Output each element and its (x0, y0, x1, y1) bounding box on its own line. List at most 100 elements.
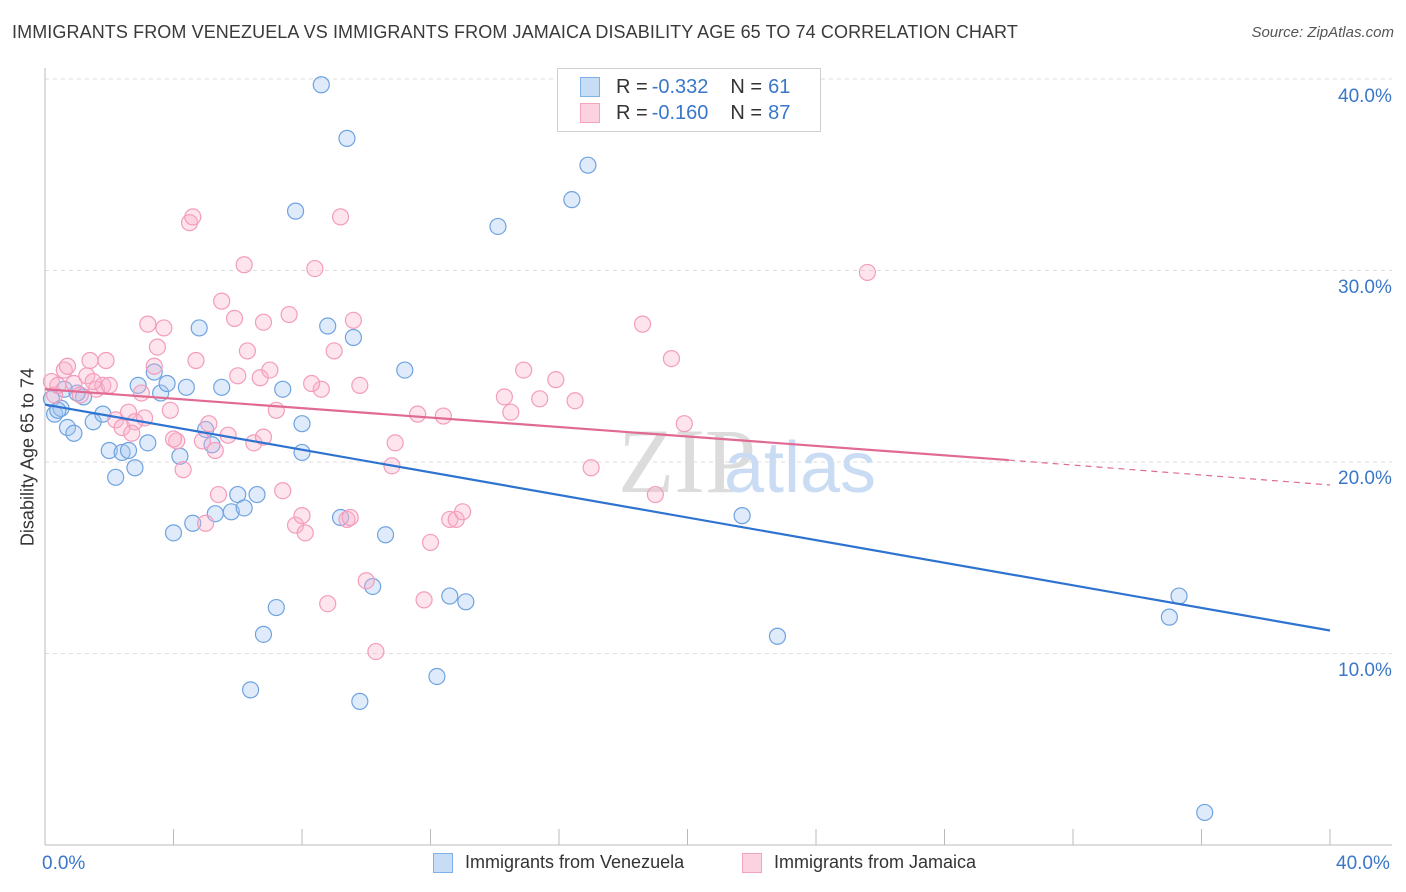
jamaica-point (229, 367, 247, 385)
legend-r-label: R = (616, 75, 648, 98)
venezuela-point (457, 593, 475, 611)
venezuela-point (242, 681, 260, 699)
jamaica-point (357, 572, 375, 590)
venezuela-point (331, 508, 350, 527)
jamaica-point (303, 374, 321, 393)
jamaica-point (495, 388, 513, 406)
series-legend-jamaica: Immigrants from Jamaica (742, 852, 976, 873)
venezuela-point (145, 363, 163, 381)
jamaica-point (409, 405, 427, 423)
stats-legend: R = -0.332 N = 61 R = -0.160 N = 87 (557, 68, 821, 132)
series-legend-venezuela: Immigrants from Venezuela (433, 852, 684, 873)
venezuela-point (113, 443, 131, 462)
jamaica-point (187, 351, 205, 370)
venezuela-point (768, 627, 787, 645)
jamaica-point (254, 428, 273, 446)
jamaica-point (254, 313, 273, 331)
series-name-venezuela: Immigrants from Venezuela (465, 852, 685, 872)
legend-r-value: -0.332 (651, 75, 709, 98)
jamaica-point (274, 482, 292, 500)
trend-line-jamaica (44, 388, 1009, 462)
venezuela-point (286, 202, 305, 220)
trend-line-jamaica-extension (1008, 459, 1331, 486)
jamaica-point (58, 357, 77, 375)
jamaica-point (325, 342, 343, 360)
venezuela-point (100, 441, 118, 460)
legend-n-value: 61 (768, 75, 791, 98)
venezuela-point (254, 625, 273, 643)
jamaica-point (267, 401, 285, 419)
jamaica-point (415, 591, 433, 609)
venezuela-point (733, 507, 751, 525)
jamaica-point (174, 461, 192, 479)
jamaica-point (646, 485, 664, 504)
jamaica-point (858, 263, 877, 282)
jamaica-point (71, 386, 89, 404)
jamaica-point (515, 361, 533, 379)
axes (44, 68, 1392, 846)
venezuela-point (293, 415, 311, 433)
jamaica-point (161, 401, 179, 419)
venezuela-point (248, 485, 266, 504)
venezuela-point (190, 319, 208, 337)
venezuela-point (344, 328, 362, 347)
jamaica-point (213, 292, 231, 310)
venezuela-point (274, 380, 292, 398)
venezuela-point (139, 434, 157, 452)
jamaica-point (351, 376, 369, 394)
trend-lines (44, 388, 1331, 632)
grid-lines (45, 78, 1392, 654)
jamaica-point (184, 208, 202, 226)
jamaica-point (164, 430, 183, 448)
venezuela-point (119, 441, 138, 460)
venezuela-point (376, 526, 395, 544)
jamaica-point (421, 533, 440, 552)
legend-n-value: 87 (768, 101, 791, 124)
venezuela-point (235, 499, 253, 517)
legend-row-venezuela: R = -0.332 N = 61 (580, 74, 790, 100)
legend-row-jamaica: R = -0.160 N = 87 (580, 100, 790, 126)
jamaica-point (296, 524, 314, 542)
y-tick-20: 20.0% (1338, 468, 1392, 489)
trend-line-venezuela (44, 403, 1331, 632)
jamaica-point (306, 259, 324, 278)
venezuela-point (107, 468, 125, 486)
jamaica-point (197, 514, 215, 532)
venezuela-point (158, 374, 176, 393)
jamaica-point (200, 415, 218, 433)
jamaica-point (341, 508, 359, 527)
jamaica-point (206, 441, 224, 460)
jamaica-point (312, 380, 330, 398)
jamaica-point (319, 595, 337, 613)
venezuela-point (441, 587, 459, 605)
chart-title: IMMIGRANTS FROM VENEZUELA VS IMMIGRANTS … (12, 22, 1018, 42)
venezuela-point (319, 317, 337, 335)
jamaica-point (238, 342, 256, 360)
legend-r-label: R = (616, 101, 648, 124)
venezuela-point (312, 76, 330, 94)
jamaica-point (386, 434, 404, 452)
jamaica-point (367, 642, 385, 661)
series-swatch-venezuela (433, 852, 453, 873)
venezuela-point (164, 524, 183, 542)
jamaica-point (139, 315, 157, 333)
jamaica-point (123, 424, 141, 442)
x-tick-min: 0.0% (42, 853, 86, 874)
jamaica-point (531, 390, 549, 408)
venezuela-point (338, 129, 356, 147)
venezuela-point (351, 692, 369, 710)
venezuela-point (184, 514, 202, 532)
y-axis-label: Disability Age 65 to 74 (17, 367, 38, 547)
jamaica-point (662, 349, 681, 368)
jamaica-point (331, 208, 350, 226)
venezuela-point (579, 156, 597, 174)
jamaica-point (100, 376, 118, 394)
y-tick-40: 40.0% (1338, 86, 1392, 107)
series-swatch-jamaica (742, 852, 762, 873)
legend-swatch-jamaica (580, 103, 600, 123)
jamaica-point (633, 315, 652, 333)
y-tick-10: 10.0% (1338, 660, 1392, 681)
jamaica-point (81, 351, 99, 370)
venezuela-point (58, 418, 77, 437)
jamaica-point (293, 507, 311, 525)
